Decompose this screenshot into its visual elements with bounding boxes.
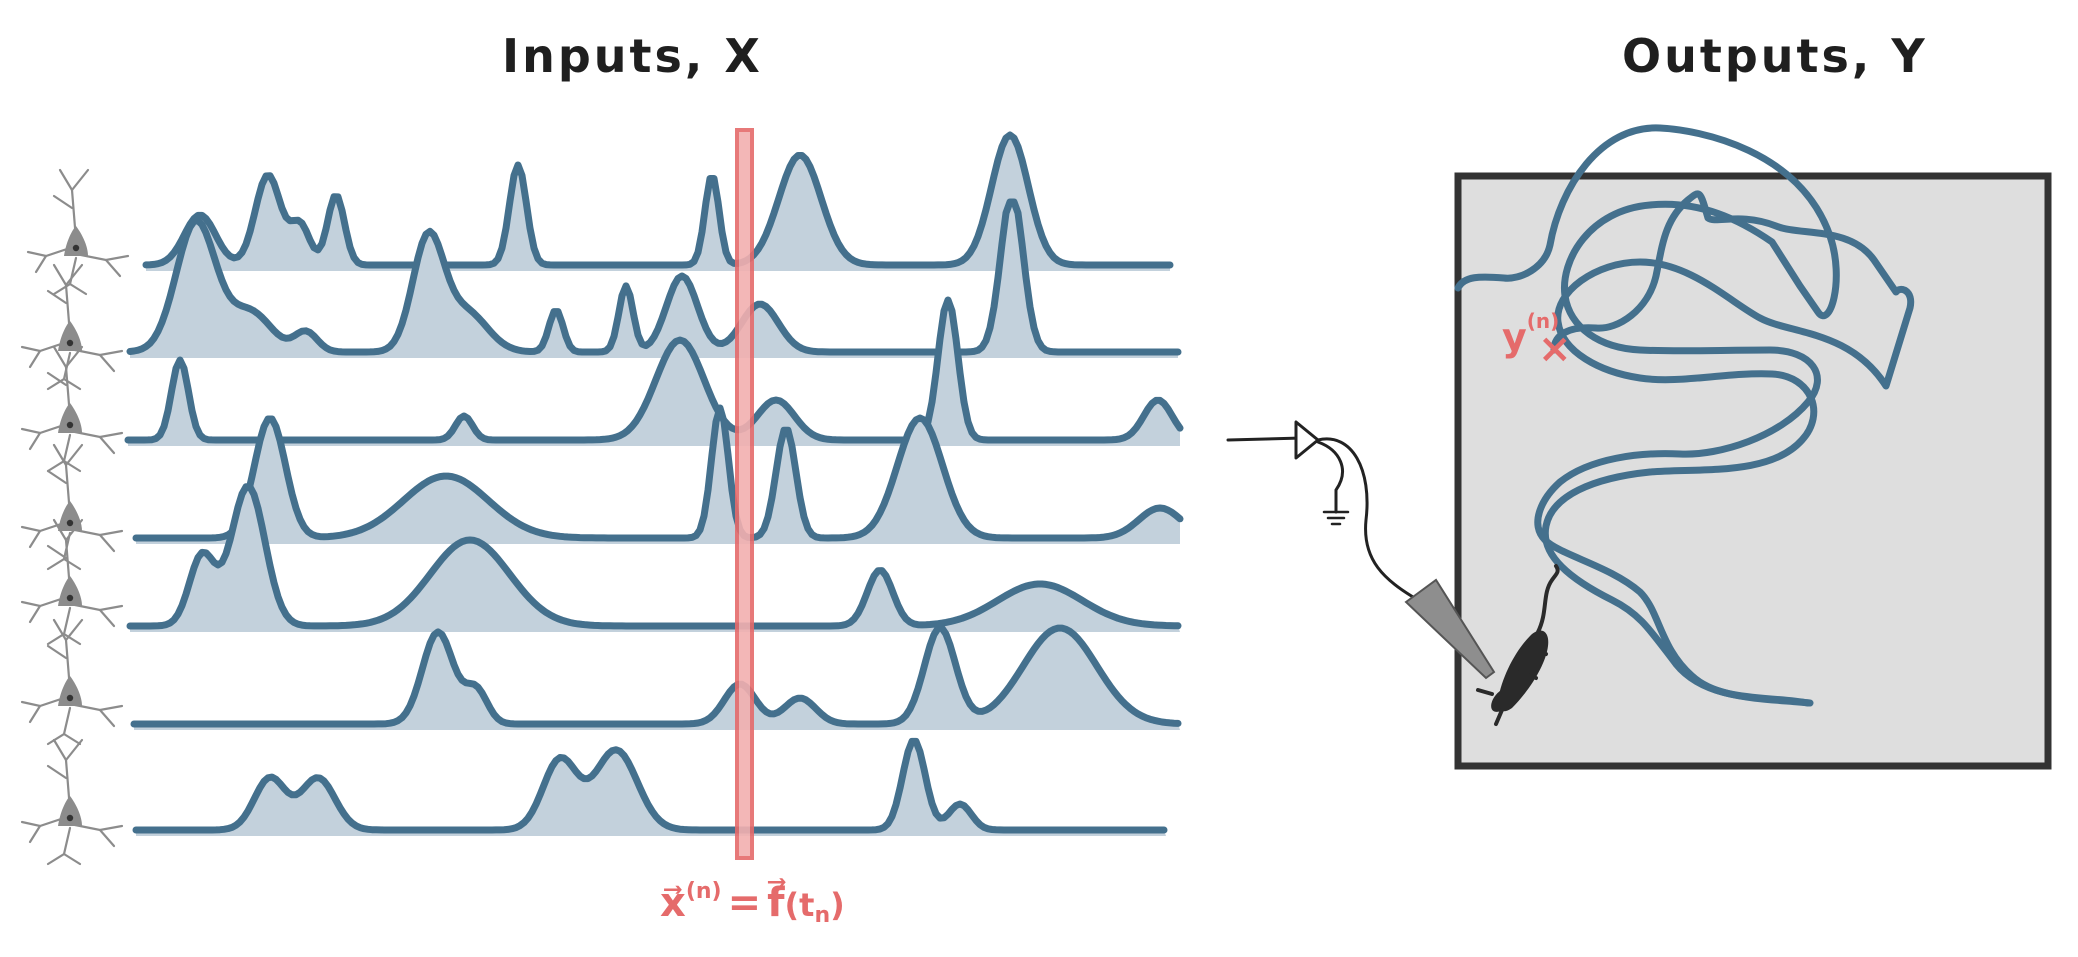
time-slice-highlight [735, 128, 754, 860]
input-vector-eq: = [728, 880, 762, 926]
neuron-icon [20, 345, 124, 473]
neuron-column [20, 168, 130, 866]
neuron-activity-trace [126, 198, 1182, 356]
output-point-sup: (n) [1527, 309, 1560, 333]
neuron-icon [20, 263, 124, 391]
ground-icon [1322, 510, 1350, 526]
input-activity-traces [124, 131, 1184, 836]
input-vector-arg: (t [785, 886, 815, 924]
trace-fill [130, 202, 1178, 358]
rat-path [1541, 190, 1915, 707]
input-vector-label: x⃗(n) = f⃗(tn) [660, 878, 845, 928]
neuron-activity-trace [132, 737, 1168, 834]
rat-trajectory [1454, 124, 1840, 707]
neuron-activity-trace [130, 624, 1182, 728]
neuron-icon [20, 443, 124, 571]
amplifier-icon [1226, 420, 1420, 602]
output-point-label: y(n) [1502, 309, 1559, 359]
trace-fill [146, 135, 1170, 271]
neuron-icon [20, 738, 124, 866]
input-vector-close: ) [830, 886, 845, 924]
input-vector-x: x⃗ [660, 880, 686, 926]
neuron-icon [20, 618, 124, 746]
neuron-activity-trace [126, 483, 1182, 630]
rat-icon [1476, 564, 1560, 726]
outputs-title: Outputs, Y [1622, 29, 1928, 83]
output-point-y: y [1502, 315, 1527, 359]
rat-path-line [1541, 190, 1915, 707]
trace-fill [128, 300, 1180, 446]
electrode-icon [1404, 578, 1496, 680]
inputs-title: Inputs, X [502, 29, 763, 83]
input-vector-sup: (n) [686, 879, 722, 904]
trace-fill [136, 741, 1166, 836]
neuron-activity-trace [124, 296, 1184, 444]
neuron-icon [20, 518, 124, 646]
trace-fill [130, 486, 1180, 632]
arena-box [1454, 172, 2052, 770]
neuron-icon [26, 168, 130, 296]
input-vector-f: f⃗ [767, 878, 786, 926]
neuron-activity-trace [142, 131, 1174, 269]
output-point-marker: × [1538, 326, 1572, 372]
neuron-activity-trace [132, 404, 1184, 542]
trace-fill [134, 628, 1180, 730]
input-vector-sub: n [814, 903, 830, 928]
